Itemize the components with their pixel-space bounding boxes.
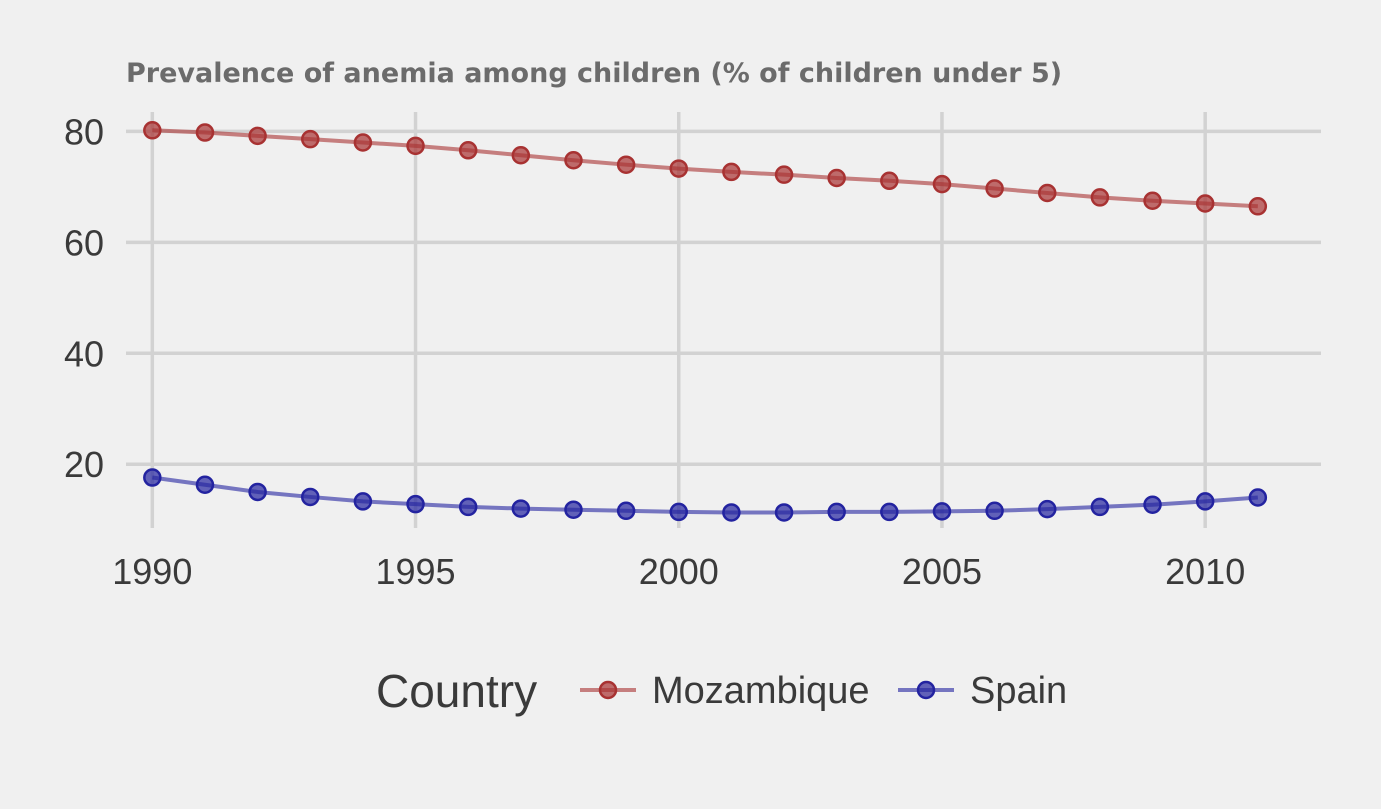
data-point-mozambique: [564, 151, 583, 170]
data-point-spain: [458, 497, 478, 517]
data-point-spain: [195, 475, 215, 494]
data-point-mozambique: [1248, 197, 1268, 216]
series-mozambique: [143, 121, 1268, 216]
legend-item-mozambique: Mozambique: [580, 670, 870, 712]
legend-label-mozambique: Mozambique: [652, 670, 870, 712]
x-tick-label: 1990: [112, 551, 192, 592]
data-point-mozambique: [932, 174, 952, 194]
series-line-spain: [152, 475, 1258, 515]
data-point-mozambique: [511, 146, 531, 165]
y-tick-label: 60: [64, 222, 104, 263]
y-tick-label: 20: [64, 444, 104, 485]
data-point-spain: [985, 501, 1004, 521]
data-point-mozambique: [722, 162, 741, 182]
data-point-mozambique: [669, 159, 689, 178]
data-point-spain: [564, 500, 583, 519]
y-tick-label: 80: [64, 111, 104, 152]
legend: Country Mozambique Spain: [376, 665, 1067, 717]
x-tick-label: 2005: [902, 551, 982, 592]
legend-marker-spain: [916, 680, 936, 700]
legend-item-spain: Spain: [898, 670, 1067, 712]
data-point-spain: [932, 502, 952, 521]
data-point-mozambique: [616, 155, 636, 174]
data-point-spain: [1143, 495, 1162, 514]
series-spain: [143, 468, 1268, 522]
chart-title: Prevalence of anemia among children (% o…: [126, 58, 1062, 89]
data-point-spain: [1195, 492, 1215, 511]
legend-label-spain: Spain: [970, 670, 1067, 712]
data-point-mozambique: [1038, 183, 1057, 203]
data-point-mozambique: [301, 129, 320, 149]
x-tick-label: 1995: [375, 551, 455, 592]
data-point-mozambique: [827, 168, 846, 188]
legend-marker-mozambique: [598, 680, 618, 700]
data-point-mozambique: [195, 123, 215, 142]
legend-items: Mozambique Spain: [580, 670, 1067, 712]
data-point-spain: [511, 499, 531, 518]
data-point-spain: [774, 503, 794, 522]
data-point-spain: [669, 502, 689, 522]
data-point-spain: [722, 503, 741, 522]
data-point-spain: [301, 487, 320, 507]
data-point-mozambique: [143, 121, 162, 140]
data-point-mozambique: [1090, 188, 1110, 207]
data-point-mozambique: [458, 141, 478, 160]
y-axis-tick-labels: 20 40 60 80: [64, 111, 104, 485]
data-point-spain: [827, 502, 846, 522]
y-tick-label: 40: [64, 333, 104, 374]
data-point-mozambique: [1143, 191, 1162, 210]
data-point-mozambique: [774, 165, 794, 184]
data-point-mozambique: [406, 136, 425, 156]
x-axis-tick-labels: 1990 1995 2000 2005 2010: [112, 551, 1245, 592]
series-line-mozambique: [152, 128, 1258, 209]
data-point-mozambique: [880, 171, 899, 191]
data-point-mozambique: [353, 133, 373, 152]
data-point-spain: [880, 502, 899, 522]
data-point-spain: [616, 501, 636, 521]
x-tick-label: 2010: [1165, 551, 1245, 592]
x-tick-label: 2000: [639, 551, 719, 592]
data-point-spain: [1248, 488, 1268, 507]
data-point-spain: [406, 494, 425, 514]
data-point-spain: [353, 492, 373, 511]
data-point-mozambique: [985, 179, 1004, 198]
legend-title: Country: [376, 665, 537, 717]
data-point-spain: [248, 482, 267, 502]
data-point-spain: [1038, 499, 1057, 519]
series-layer: [143, 121, 1268, 522]
data-point-mozambique: [1195, 194, 1215, 213]
data-point-mozambique: [248, 126, 267, 146]
data-point-spain: [143, 468, 162, 487]
y-gridlines: [126, 129, 1321, 466]
data-point-spain: [1090, 497, 1110, 517]
